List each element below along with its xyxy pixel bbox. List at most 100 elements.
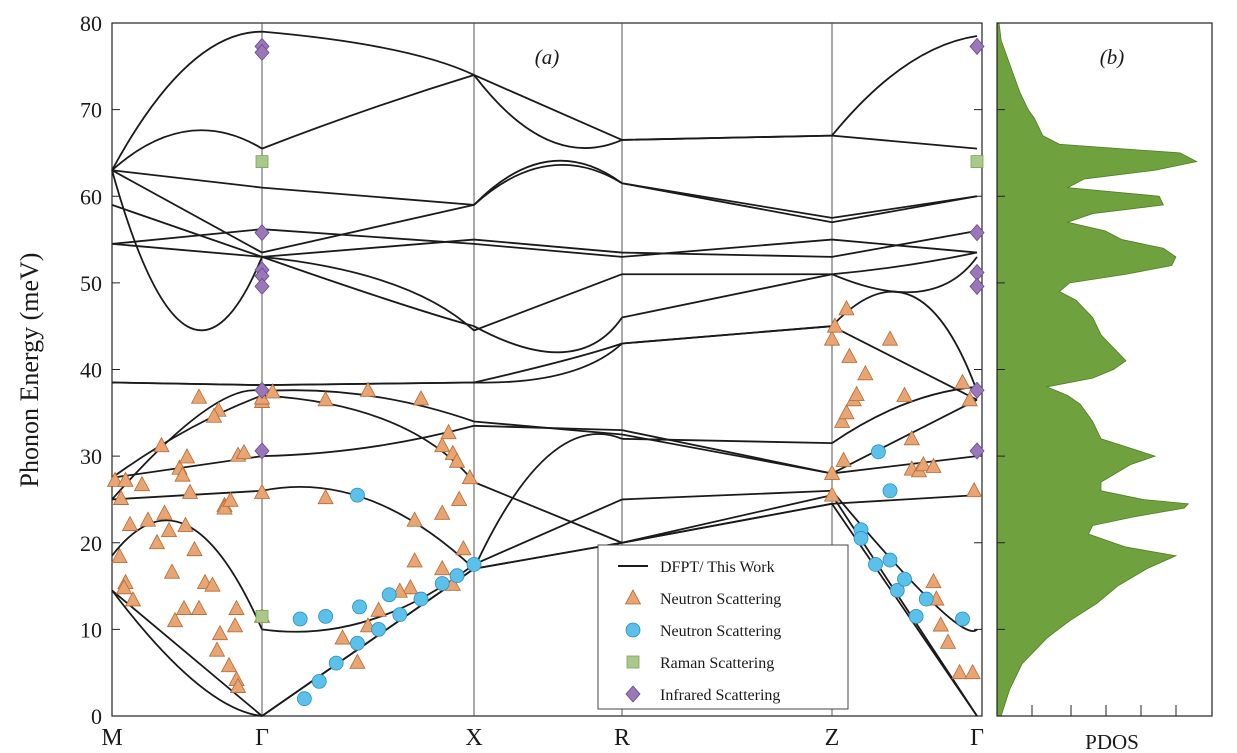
neutron-triangle-marker [106,471,124,487]
neutron-triangle-marker [939,633,957,649]
neutron-triangle-marker [178,448,196,464]
neutron-triangle-marker [841,347,858,363]
neutron-triangle-marker [317,488,334,505]
neutron-triangle-marker [826,317,844,333]
panel-label-a: (a) [535,45,560,69]
infrared-diamond-marker [969,37,985,55]
neutron-triangle-marker [925,572,942,589]
legend-label: DFPT/ This Work [660,559,775,576]
neutron-circle-marker [466,557,482,572]
neutron-triangle-marker [115,578,133,595]
dispersion-branch [111,204,978,258]
neutron-circle-marker [955,611,970,627]
panel-label-b: (b) [1100,45,1125,69]
neutron-triangle-marker [117,471,134,487]
neutron-triangle-marker [961,390,978,407]
dispersion-branch [111,74,978,171]
neutron-triangle-marker [235,443,253,460]
neutron-triangle-marker [857,364,874,381]
neutron-circle-marker [908,608,924,624]
neutron-triangle-marker [190,388,208,404]
x-label-high-symmetry: M [101,725,122,751]
neutron-triangle-marker [370,601,387,617]
neutron-circle-marker [413,591,429,607]
y-tick-label: 10 [80,617,102,642]
neutron-circle-marker [853,531,869,546]
neutron-triangle-marker [896,386,913,402]
neutron-circle-marker [328,655,344,671]
infrared-diamond-marker [254,442,270,460]
experimental-markers [106,37,985,707]
neutron-circle-marker [296,691,312,707]
neutron-triangle-marker [228,599,245,615]
legend-label: Raman Scattering [660,655,774,672]
neutron-triangle-marker [964,663,981,680]
neutron-triangle-marker [965,481,983,498]
neutron-triangle-marker [229,677,247,693]
y-tick-label: 60 [80,184,102,209]
neutron-triangle-marker [166,611,184,628]
neutron-triangle-marker [915,455,932,472]
neutron-triangle-marker [181,483,199,499]
y-axis-ticks: 0 10 20 30 40 50 60 70 80 [80,11,982,729]
neutron-triangle-marker [903,429,920,446]
neutron-circle-marker [352,599,367,615]
neutron-triangle-marker [349,653,366,669]
infrared-diamond-marker [969,442,985,460]
neutron-triangle-marker [317,390,334,407]
y-tick-label: 20 [80,531,102,556]
neutron-triangle-marker [833,412,851,428]
pdos-axis-ticks [997,22,1213,717]
y-tick-label: 50 [80,271,102,296]
infrared-diamond-marker [969,277,985,295]
neutron-triangle-marker [838,403,855,420]
neutron-circle-marker [449,568,465,584]
dispersion-branch [111,494,978,717]
neutron-triangle-marker [406,552,423,568]
x-label-high-symmetry: R [614,725,630,751]
neutron-triangle-marker [838,300,855,316]
neutron-triangle-marker [139,511,157,527]
dispersion-branch [111,228,978,258]
legend-label: Neutron Scattering [660,591,781,608]
y-axis-title: Phonon Energy (meV) [15,253,44,488]
y-tick-label: 80 [80,11,102,36]
legend-marker-swatch [625,622,641,638]
neutron-triangle-marker [951,663,968,680]
x-label-high-symmetry: Γ [255,725,269,751]
legend-marker-swatch [626,655,640,669]
x-label-high-symmetry: Z [825,725,840,751]
infrared-diamond-marker [254,43,270,62]
x-label-high-symmetry: X [465,725,482,751]
neutron-triangle-marker [204,576,221,592]
neutron-circle-marker [871,444,886,460]
neutron-triangle-marker [190,599,208,615]
neutron-triangle-marker [121,515,139,531]
neutron-circle-marker [349,635,365,651]
neutron-triangle-marker [133,475,151,492]
neutron-triangle-marker [434,504,451,520]
neutron-triangle-marker [450,490,468,506]
neutron-triangle-marker [111,547,128,564]
raman-square-marker [970,155,984,169]
dispersion-branch [111,325,978,401]
neutron-triangle-marker [406,511,423,527]
neutron-circle-marker [311,673,327,689]
legend-label: Infrared Scattering [660,687,780,704]
neutron-triangle-marker [216,499,233,515]
pdos-x-axis-label: PDOS [1085,730,1139,753]
dispersion-branch [111,30,978,171]
raman-square-marker [255,155,269,169]
neutron-circle-marker [318,608,334,624]
neutron-triangle-marker [932,616,949,632]
neutron-triangle-marker [156,504,173,520]
neutron-triangle-marker [112,489,130,505]
dispersion-branch [111,242,978,332]
y-tick-label: 70 [80,98,102,123]
neutron-circle-marker [392,607,408,623]
pdos-area [996,22,1198,717]
neutron-triangle-marker [440,423,457,440]
legend: DFPT/ This Work Neutron Scattering Neutron… [597,544,849,710]
infrared-diamond-marker [969,381,985,399]
